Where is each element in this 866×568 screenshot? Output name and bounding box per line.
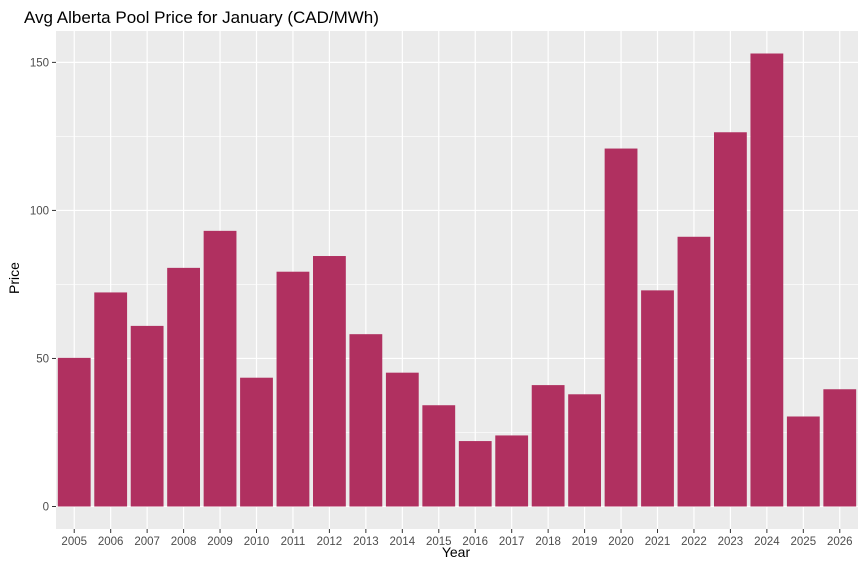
x-tick-label: 2005 [61, 536, 87, 548]
bar-2022 [677, 236, 711, 507]
plot-area: 0 50 100 150 2005 2006 2007 2008 2009 2010 2011 201… [30, 31, 858, 548]
x-tick-label: 2015 [426, 536, 452, 548]
bar-2015 [422, 405, 456, 507]
x-tick-label: 2026 [827, 536, 853, 548]
x-tick-label: 2006 [98, 536, 124, 548]
bar-2017 [495, 435, 529, 507]
x-tick-label: 2023 [718, 536, 744, 548]
x-tick-label: 2017 [499, 536, 525, 548]
x-tick-label: 2014 [390, 536, 416, 548]
bar-2009 [203, 230, 237, 507]
bar-2012 [313, 256, 346, 507]
bar-2011 [276, 271, 310, 507]
bar-2019 [568, 394, 601, 507]
y-tick-label: 0 [43, 501, 49, 513]
bar-2021 [641, 290, 674, 507]
x-tick-label: 2022 [681, 536, 707, 548]
bar-2023 [714, 132, 747, 507]
x-tick-label: 2024 [754, 536, 780, 548]
x-tick-label: 2016 [462, 536, 488, 548]
y-tick-label: 50 [36, 353, 49, 365]
x-tick-label: 2021 [645, 536, 671, 548]
x-tick-label: 2009 [207, 536, 233, 548]
x-tick-label: 2012 [317, 536, 343, 548]
x-tick-label: 2011 [281, 536, 306, 548]
bar-2026 [823, 389, 857, 507]
bar-2007 [130, 325, 164, 507]
y-axis-title: Price [6, 262, 22, 294]
bar-2013 [349, 334, 383, 507]
x-tick-label: 2008 [171, 536, 197, 548]
bar-2005 [57, 357, 91, 507]
x-tick-label: 2020 [608, 536, 634, 548]
bar-2016 [458, 441, 492, 507]
x-tick-label: 2013 [353, 536, 379, 548]
x-tick-label: 2010 [244, 536, 270, 548]
bar-2024 [750, 53, 784, 507]
bar-2025 [786, 416, 820, 507]
bar-2018 [531, 385, 565, 507]
x-tick-label: 2025 [791, 536, 817, 548]
bar-2020 [604, 148, 638, 507]
bar-2010 [240, 377, 273, 507]
x-tick-label: 2007 [134, 536, 160, 548]
bar-2006 [94, 292, 128, 507]
x-tick-label: 2018 [535, 536, 561, 548]
x-tick-label: 2019 [572, 536, 598, 548]
bar-2014 [385, 372, 419, 507]
y-tick-label: 100 [30, 205, 49, 217]
y-tick-label: 150 [30, 57, 49, 69]
x-axis-title: Year [442, 544, 471, 560]
bar-2008 [167, 267, 200, 507]
chart-title: Avg Alberta Pool Price for January (CAD/… [24, 8, 379, 27]
